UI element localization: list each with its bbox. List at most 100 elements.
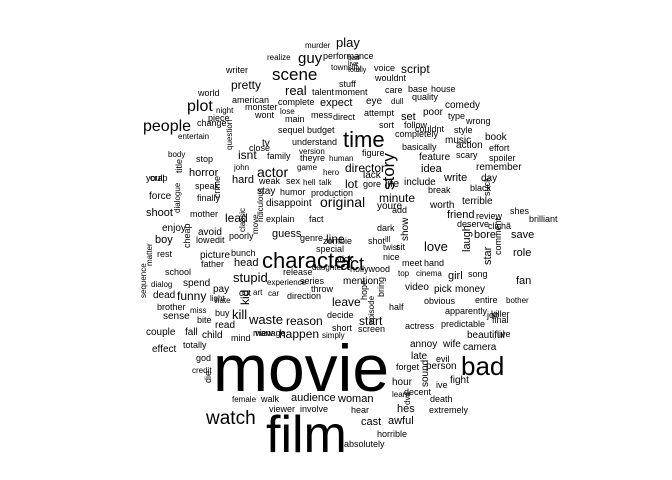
cloud-word: bring [376, 277, 386, 297]
cloud-word: live [497, 329, 511, 339]
cloud-word: happen [279, 327, 319, 341]
cloud-word: experience [267, 278, 307, 287]
cloud-word: writer [225, 65, 248, 75]
cloud-word: american [232, 95, 269, 105]
cloud-word: mention [343, 276, 379, 287]
cloud-word: decide [327, 310, 354, 320]
cloud-word: bad [461, 351, 504, 381]
cloud-word: body [168, 150, 185, 159]
cloud-word: remember [476, 162, 522, 173]
cloud-word: actor [257, 164, 288, 180]
cloud-word: isnt [238, 148, 257, 162]
cloud-word: god [196, 353, 211, 363]
cloud-word: add [392, 205, 407, 215]
cloud-word: art [253, 288, 263, 297]
cloud-word: expect [320, 97, 352, 109]
cloud-word: bother [506, 296, 529, 305]
cloud-word: waste [248, 312, 283, 327]
cloud-word: special [316, 244, 344, 254]
cloud-word: screen [358, 324, 385, 334]
cloud-word: half [389, 302, 404, 312]
cloud-word: game [297, 163, 318, 172]
cloud-word: shoot [146, 207, 173, 219]
cloud-word: stop [196, 154, 213, 164]
cloud-word: quality [412, 92, 439, 102]
cloud-word: weak [258, 176, 281, 186]
cloud-word: suck [482, 177, 492, 196]
cloud-word: couldnt [415, 124, 445, 134]
cloud-word: deserve [457, 219, 489, 229]
cloud-word: clichã [488, 221, 511, 231]
cloud-word: actress [405, 321, 435, 331]
cloud-word: style [454, 125, 473, 135]
cloud-word: love [424, 239, 448, 254]
cloud-word: speak [195, 181, 220, 191]
cloud-word: worth [429, 200, 454, 211]
cloud-word: idea [421, 163, 443, 175]
cloud-word: zombie [323, 236, 352, 246]
cloud-word: view [255, 328, 274, 338]
cloud-word: fight [450, 375, 469, 386]
cloud-word: series [300, 276, 325, 286]
cloud-word: understand [292, 137, 337, 147]
cloud-word: version [299, 147, 325, 156]
cloud-word: simply [322, 331, 345, 340]
cloud-word: mess [311, 110, 333, 120]
cloud-word: sequence [139, 263, 148, 298]
cloud-word: video [405, 282, 429, 293]
cloud-word: money [455, 284, 485, 295]
cloud-word: apparently [445, 306, 488, 316]
cloud-word: cast [361, 416, 381, 428]
cloud-word: leave [332, 295, 361, 309]
cloud-word: scene [272, 65, 317, 84]
cloud-word: classic [238, 208, 247, 232]
cloud-word: poorly [229, 231, 254, 241]
cloud-word: nice [383, 252, 400, 262]
cloud-word: watch [205, 408, 256, 429]
cloud-word: plot [187, 98, 213, 115]
cloud-word: hate [215, 296, 231, 305]
cloud-word: wouldnt [374, 73, 407, 83]
cloud-word: hear [351, 405, 369, 415]
cloud-word: sit [396, 242, 405, 252]
cloud-word: guess [272, 228, 302, 240]
cloud-word: twist [383, 243, 400, 252]
cloud-word: review [476, 211, 503, 221]
cloud-word: woman [337, 393, 373, 405]
cloud-word: life [385, 178, 399, 190]
cloud-word: short [332, 323, 353, 333]
cloud-word: set [401, 111, 416, 123]
cloud-word: direction [287, 291, 321, 301]
cloud-word: cut [239, 288, 252, 298]
cloud-word: obvious [424, 296, 456, 306]
cloud-word: feature [419, 152, 451, 163]
cloud-word: manage [253, 328, 286, 338]
cloud-word: john [233, 163, 249, 172]
cloud-word: walk [260, 394, 280, 404]
cloud-word: move [251, 214, 260, 234]
cloud-word: read [215, 320, 235, 331]
cloud-word: pretty [231, 78, 261, 92]
cloud-word: sound [420, 360, 431, 387]
cloud-word: genre [300, 233, 323, 243]
cloud-word: avoid [198, 227, 222, 238]
cloud-word: rest [157, 249, 173, 259]
cloud-word: totally [183, 340, 207, 350]
cloud-word: light [210, 294, 225, 303]
cloud-word: enjoy [162, 223, 186, 234]
cloud-word: boy [155, 234, 173, 246]
cloud-word: kill [232, 307, 247, 322]
cloud-word: house [431, 84, 456, 94]
cloud-word: voice [374, 63, 395, 73]
cloud-word: kid [238, 290, 252, 305]
cloud-word: final [492, 315, 509, 325]
cloud-word: stuff [339, 79, 356, 89]
cloud-word: wont [254, 110, 275, 120]
cloud-word: involve [300, 404, 328, 414]
cloud-word: release [283, 267, 313, 277]
cloud-word: tv [262, 138, 270, 149]
cloud-word: car [268, 289, 279, 298]
cloud-word: hope [359, 280, 369, 300]
cloud-word: human [329, 154, 353, 163]
